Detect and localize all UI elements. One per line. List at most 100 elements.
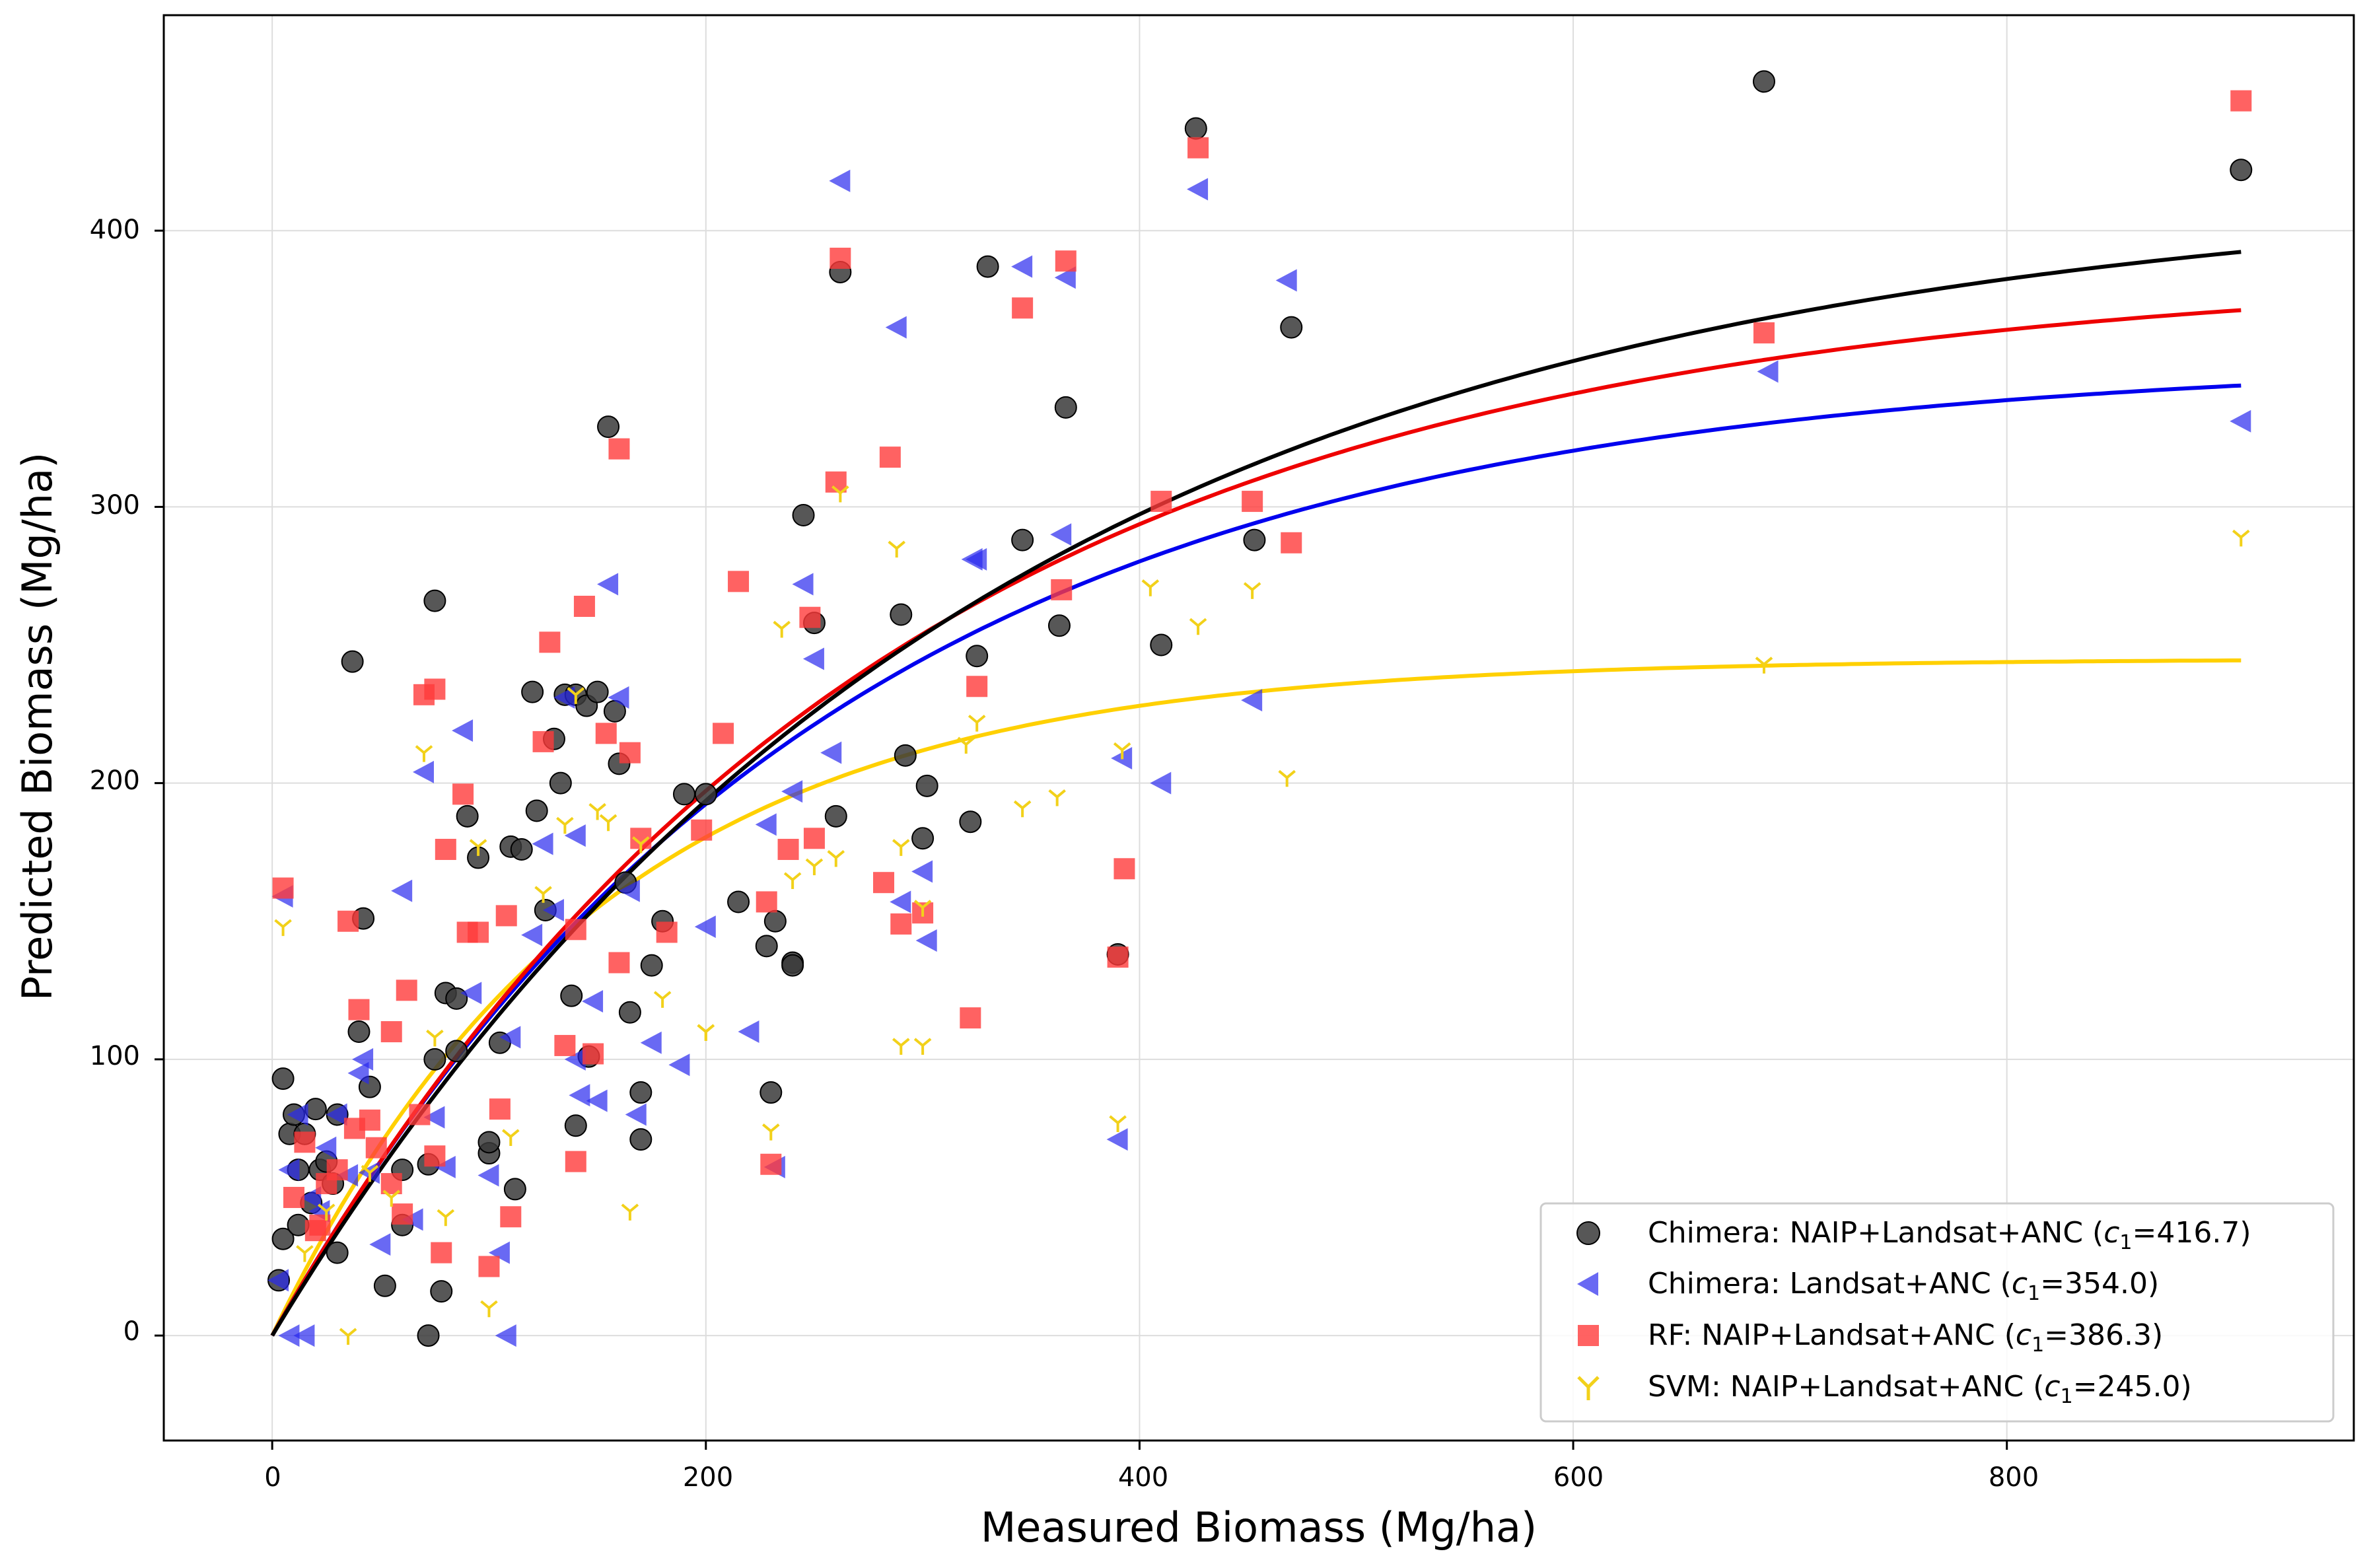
data-point [477,1164,499,1187]
data-point [495,1324,516,1347]
data-point [966,676,988,697]
legend-label-sub: 1 [2028,1282,2040,1305]
data-point [1054,266,1076,289]
legend-marker-svm [1577,1376,1600,1400]
data-point [760,1081,783,1104]
data-point [424,678,446,700]
data-point [783,872,802,890]
data-point [1109,1115,1127,1133]
data-point [423,1106,445,1129]
data-point [304,1098,327,1121]
data-point [727,890,750,913]
data-point [1107,946,1129,968]
data-point [1048,789,1066,806]
legend-label-prefix: Chimera: NAIP+Landsat+ANC ( [1648,1216,2103,1250]
data-point [478,1256,500,1277]
data-point [392,1203,413,1225]
data-point [1187,137,1209,159]
legend-marker-chimera-landsat [1577,1272,1598,1296]
data-point [1281,532,1302,553]
data-point [499,1026,521,1049]
legend-label-c: c [2012,1267,2028,1301]
data-point [382,1190,401,1207]
data-point [608,952,630,974]
data-point [625,1103,647,1126]
fit-curve-rf [270,308,2242,1337]
data-point [713,723,734,744]
data-point [1184,117,1207,140]
data-point [423,1048,446,1071]
data-point [337,910,359,932]
data-point [1051,579,1073,600]
data-point [586,680,609,703]
data-point [271,1067,295,1090]
data-point [1011,528,1034,552]
data-point [728,571,750,592]
data-point [1243,582,1261,599]
data-point [391,879,413,902]
legend-label-sub: 1 [2061,1385,2073,1408]
axis-ticks [155,229,2008,1450]
data-point [640,1031,662,1054]
data-point [564,1114,587,1137]
data-point [1189,618,1207,635]
legend-marker-rf [1578,1325,1599,1346]
data-point [824,804,847,828]
data-point [1753,322,1775,343]
data-point [1141,579,1160,596]
data-point [2230,159,2253,182]
legend-box [1539,1202,2335,1423]
series-svm [274,485,2250,1345]
data-point [347,1061,369,1085]
data-point [437,1209,455,1227]
data-point [911,827,935,850]
legend: Chimera: NAIP+Landsat+ANC (c1=416.7) Chi… [1539,1202,2335,1423]
data-point [283,1186,304,1208]
legend-label-prefix: Chimera: Landsat+ANC ( [1648,1267,2012,1301]
data-point [888,540,905,558]
data-point [890,913,912,935]
data-point [802,647,824,670]
data-point [653,991,672,1008]
data-point [1106,1128,1128,1151]
y-tick-label-200: 200 [90,766,140,796]
data-point [763,909,787,933]
data-point [1050,523,1072,546]
data-point [272,877,294,899]
plot-area-frame [162,14,2355,1442]
data-point [500,1206,522,1228]
data-point [495,905,517,927]
data-point [569,1084,590,1107]
data-point [445,1040,468,1063]
x-tick-label-400: 400 [1118,1462,1168,1493]
data-point [890,603,913,626]
data-point [567,687,585,704]
data-point [582,990,604,1013]
data-point [468,921,489,943]
data-point [892,1038,910,1055]
data-point [380,1021,402,1043]
data-point [326,1241,349,1264]
data-point [668,1053,690,1077]
data-point [1757,360,1779,383]
legend-label-sub: 1 [2119,1231,2132,1254]
data-point [1150,491,1172,513]
x-tick-label-600: 600 [1553,1462,1604,1493]
data-point [1280,316,1303,339]
data-point [915,929,937,952]
data-point [586,1089,608,1112]
data-point [829,169,851,192]
data-point [469,839,487,856]
data-point [431,1242,452,1264]
data-point [799,606,821,628]
data-point [271,1227,295,1250]
data-point [1113,858,1135,880]
data-point [618,879,640,902]
data-point [565,919,586,941]
data-point [532,832,553,855]
data-point [1047,614,1071,637]
data-point [738,1020,760,1044]
data-point [267,1269,289,1292]
data-point [831,485,849,503]
data-point [968,715,986,732]
